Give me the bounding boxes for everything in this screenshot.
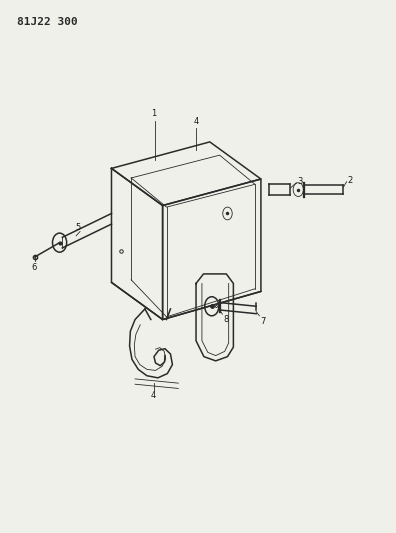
Text: 7: 7 bbox=[260, 317, 265, 326]
Text: 1: 1 bbox=[151, 109, 156, 118]
Text: 4: 4 bbox=[193, 117, 199, 126]
Text: 81J22 300: 81J22 300 bbox=[17, 17, 78, 27]
Text: 6: 6 bbox=[31, 263, 37, 272]
Text: 8: 8 bbox=[223, 316, 228, 324]
Text: 3: 3 bbox=[297, 177, 303, 186]
Text: 2: 2 bbox=[347, 175, 353, 184]
Text: 5: 5 bbox=[76, 222, 81, 231]
Text: 4: 4 bbox=[150, 391, 155, 400]
